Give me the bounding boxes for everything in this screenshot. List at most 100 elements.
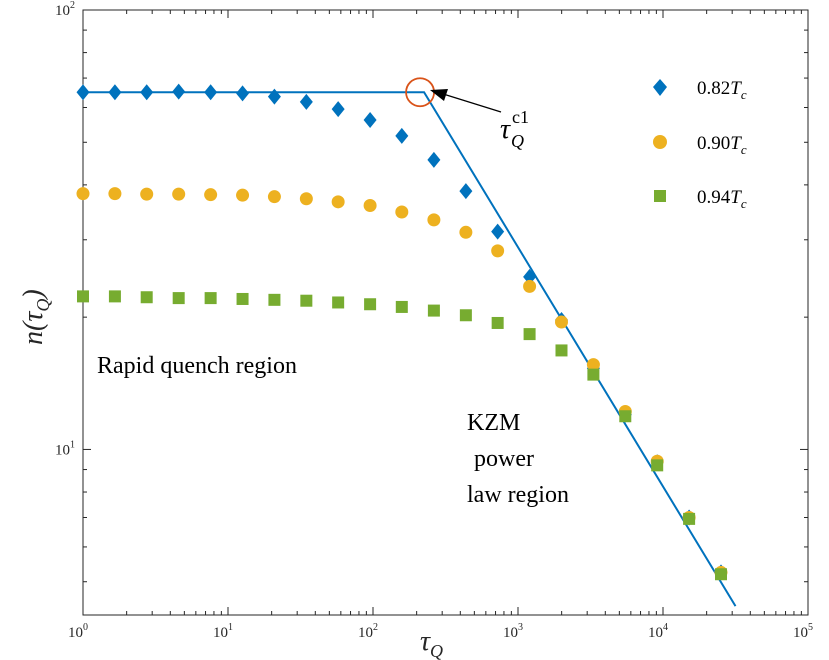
legend-label-082: 0.82Tc [697, 78, 747, 102]
data-point-circle [459, 225, 473, 239]
series-diamond [76, 83, 728, 581]
data-point-circle [299, 192, 313, 206]
x-tick-base: 10 [358, 625, 373, 641]
data-point-circle [523, 279, 537, 293]
data-point-square [77, 290, 89, 303]
data-point-diamond [204, 84, 218, 101]
data-point-circle [108, 187, 122, 201]
data-point-square [683, 512, 696, 525]
y-tick-base: 10 [55, 442, 70, 458]
data-point-circle [395, 205, 409, 219]
tau-critical-arrowhead [430, 89, 448, 101]
plot-border [82, 9, 809, 616]
data-point-square [523, 328, 536, 341]
data-point-diamond [172, 83, 186, 100]
x-tick-exp: 5 [808, 622, 813, 633]
y-tick-label: 102 [55, 0, 75, 19]
x-axis-label-sub: Q [430, 641, 443, 660]
kzm-label-line2: power [474, 446, 534, 472]
y-axis-label-post: ) [18, 289, 49, 300]
data-point-square [459, 309, 472, 322]
legend-082-sub: c [741, 87, 747, 102]
data-point-circle [204, 188, 218, 202]
data-point-square [108, 290, 121, 303]
data-point-square [332, 296, 345, 309]
data-point-square [587, 368, 600, 381]
y-axis-label: n(τQ) [18, 289, 53, 345]
x-tick-labels: 100 101 102 103 104 105 [68, 622, 813, 641]
plot-frame [82, 9, 809, 616]
x-tick-base: 10 [793, 625, 808, 641]
legend-090-var: T [730, 133, 742, 154]
data-point-square [427, 304, 440, 317]
data-point-diamond [267, 88, 281, 105]
x-tick-label: 100 [68, 622, 88, 641]
data-point-circle [76, 187, 90, 201]
legend-090-num: 0.90 [697, 133, 730, 154]
data-point-diamond [108, 84, 122, 101]
y-tick-label: 101 [55, 439, 75, 458]
x-tick-base: 10 [648, 625, 663, 641]
data-point-square [364, 298, 377, 311]
data-series [76, 83, 728, 581]
y-tick-exp: 1 [70, 439, 75, 450]
y-tick-base: 10 [55, 3, 70, 19]
data-point-square [395, 300, 408, 313]
data-point-square [204, 292, 217, 305]
legend-094-num: 0.94 [697, 187, 731, 208]
data-point-square [619, 410, 632, 423]
data-point-diamond [427, 151, 441, 168]
data-point-circle [586, 358, 600, 372]
data-point-square [300, 294, 313, 307]
data-point-circle [236, 188, 250, 202]
legend-094-var: T [730, 187, 742, 208]
kzm-label-line1: KZM [467, 410, 520, 436]
data-point-diamond [140, 84, 154, 101]
x-axis-label-main: τ [420, 626, 431, 657]
data-point-diamond [299, 93, 313, 110]
tau-critical-sup: c1 [512, 107, 529, 127]
data-point-circle [331, 195, 345, 209]
data-point-square [236, 292, 249, 305]
x-tick-base: 10 [213, 625, 228, 641]
data-point-diamond [491, 223, 505, 240]
fit-line [83, 91, 737, 607]
tau-critical-label: τQc1 [500, 107, 529, 151]
legend-090-sub: c [741, 142, 747, 157]
tau-critical-arrow [439, 92, 502, 113]
series-circle [76, 187, 728, 579]
data-point-square [268, 293, 281, 306]
x-tick-base: 10 [68, 625, 83, 641]
x-axis-label: τQ [420, 626, 443, 660]
x-tick-exp: 3 [518, 622, 523, 633]
data-point-diamond [459, 183, 473, 200]
legend-marker-082 [653, 79, 667, 96]
legend-094-sub: c [741, 196, 747, 211]
series-square [77, 290, 728, 581]
data-point-square [491, 316, 504, 329]
data-point-square [555, 344, 568, 357]
data-point-circle [491, 244, 505, 258]
x-tick-exp: 1 [228, 622, 233, 633]
legend-082-num: 0.82 [697, 78, 730, 99]
data-point-circle [427, 213, 441, 227]
data-point-diamond [76, 84, 90, 101]
x-tick-exp: 4 [663, 622, 668, 633]
data-point-circle [554, 315, 568, 329]
y-axis-label-sub: Q [33, 299, 53, 312]
legend-marker-090 [653, 135, 667, 149]
data-point-diamond [363, 111, 377, 128]
x-tick-label: 101 [213, 622, 233, 641]
legend-label-090: 0.90Tc [697, 133, 747, 157]
data-point-diamond [331, 101, 345, 118]
legend-082-var: T [730, 78, 742, 99]
x-tick-exp: 2 [373, 622, 378, 633]
x-tick-label: 103 [503, 622, 523, 641]
data-point-square [172, 292, 185, 305]
x-tick-label: 105 [793, 622, 813, 641]
axis-ticks [82, 9, 809, 615]
kzm-label-line3: law region [467, 482, 569, 508]
data-point-circle [267, 190, 281, 204]
